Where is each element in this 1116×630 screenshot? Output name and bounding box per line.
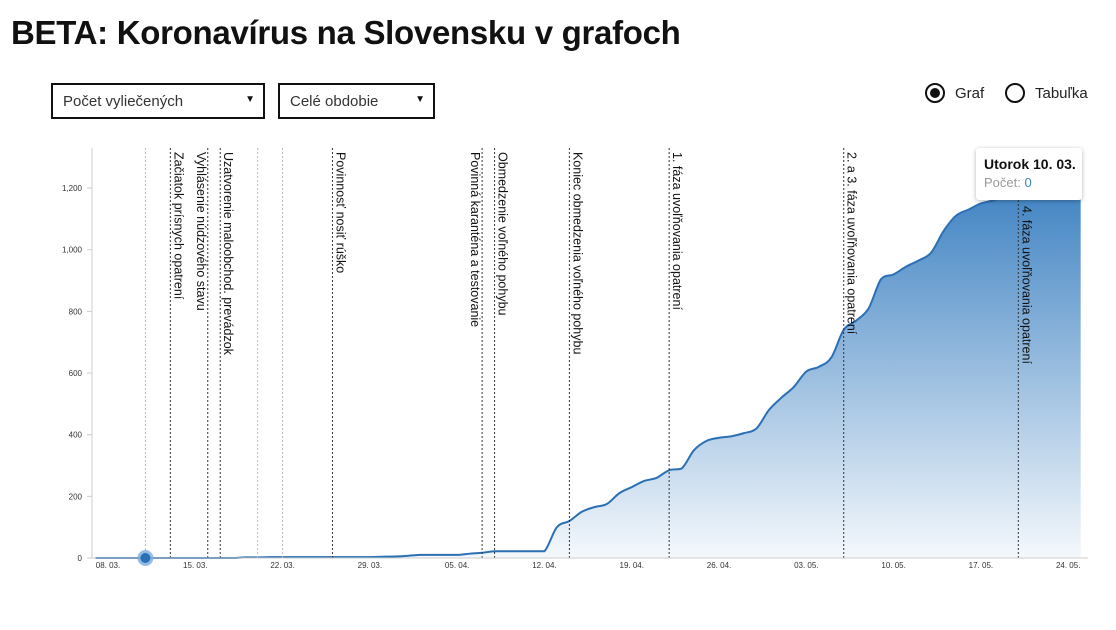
x-tick-label: 29. 03.: [358, 561, 382, 570]
x-tick-label: 19. 04.: [620, 561, 644, 570]
y-tick-label: 1,200: [62, 184, 83, 193]
x-tick-label: 15. 03.: [183, 561, 207, 570]
annotation-label: 2. a 3. fáza uvoľňovania opatrení: [844, 152, 859, 335]
x-tick-label: 12. 04.: [532, 561, 556, 570]
annotation-label: 4. fáza uvoľňovania opatrení: [1019, 206, 1034, 364]
x-tick-label: 17. 05.: [969, 561, 993, 570]
tooltip-title: Utorok 10. 03.: [984, 156, 1076, 172]
x-tick-label: 26. 04.: [707, 561, 731, 570]
chevron-down-icon: ▼: [415, 94, 425, 105]
radio-graf-label: Graf: [955, 84, 985, 102]
annotation-label: Vyhlásenie núdzového stavu: [193, 152, 208, 311]
annotation-label: Začiatok prísnych opatrení: [171, 152, 186, 300]
period-select[interactable]: Celé obdobie ▼: [278, 83, 435, 119]
y-tick-label: 600: [69, 369, 83, 378]
y-tick-label: 200: [69, 492, 83, 501]
tooltip-count-label: Počet:: [984, 175, 1021, 190]
y-tick-label: 0: [78, 554, 83, 563]
annotation-label: Uzatvorenie maloobchod. prevádzok: [221, 152, 236, 355]
tooltip-count-value: 0: [1024, 175, 1032, 190]
x-tick-label: 05. 04.: [445, 561, 469, 570]
radio-tabulka[interactable]: Tabuľka: [1005, 83, 1088, 103]
x-tick-label: 24. 05.: [1056, 561, 1080, 570]
annotation-label: Koniec obmedzenia voľného pohybu: [570, 152, 585, 355]
page-title: BETA: Koronavírus na Slovensku v grafoch: [11, 14, 681, 51]
y-tick-label: 1,000: [62, 246, 83, 255]
radio-tabulka-label: Tabuľka: [1035, 84, 1088, 102]
y-tick-label: 400: [69, 431, 83, 440]
area-fill: [95, 151, 1081, 558]
x-tick-label: 03. 05.: [794, 561, 818, 570]
x-tick-label: 10. 05.: [881, 561, 905, 570]
radio-graf[interactable]: Graf: [925, 83, 984, 103]
metric-select[interactable]: Počet vyliečených ▼: [51, 83, 265, 119]
annotation-label: 1. fáza uvoľňovania opatrení: [670, 152, 685, 310]
x-tick-label: 22. 03.: [270, 561, 294, 570]
tooltip: Utorok 10. 03. Počet: 0: [976, 148, 1082, 200]
annotation-label: Obmedzenie voľného pohybu: [495, 152, 510, 316]
x-tick-label: 08. 03.: [96, 561, 120, 570]
radio-unchecked-icon[interactable]: [1005, 83, 1025, 103]
annotation-label: Povinná karanténa a testovanie: [468, 152, 483, 328]
radio-checked-icon[interactable]: [925, 83, 945, 103]
chevron-down-icon: ▼: [245, 94, 255, 105]
period-select-value: Celé obdobie: [290, 92, 379, 110]
series-line: [95, 150, 1082, 559]
annotation-label: Povinnosť nosiť rúško: [333, 152, 348, 274]
metric-select-value: Počet vyliečených: [63, 92, 184, 110]
y-tick-label: 800: [69, 307, 83, 316]
hover-point: [140, 553, 151, 563]
